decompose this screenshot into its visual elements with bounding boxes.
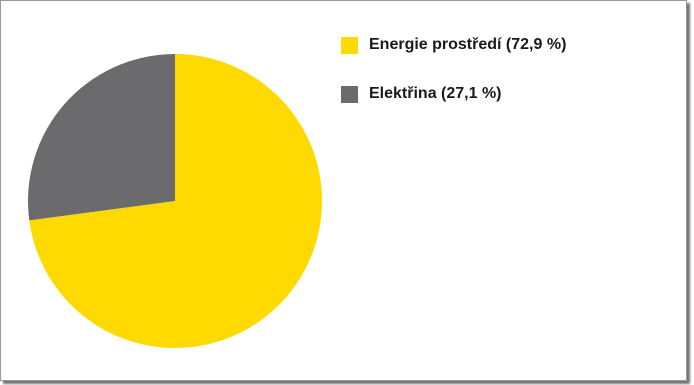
legend-label-elektrina: Elektřina (27,1 %) [369, 85, 502, 102]
legend-item-elektrina: Elektřina (27,1 %) [341, 82, 566, 106]
chart-frame: Energie prostředí (72,9 %) Elektřina (27… [0, 0, 687, 381]
legend-item-energie: Energie prostředí (72,9 %) [341, 33, 566, 57]
legend: Energie prostředí (72,9 %) Elektřina (27… [341, 33, 566, 131]
legend-swatch-energie [341, 36, 358, 54]
legend-label-energie: Energie prostředí (72,9 %) [369, 36, 567, 53]
pie-slice-energie [29, 54, 323, 348]
legend-swatch-elektrina [341, 85, 358, 103]
pie-slice-elektrina [27, 54, 175, 221]
pie-chart [27, 54, 323, 348]
